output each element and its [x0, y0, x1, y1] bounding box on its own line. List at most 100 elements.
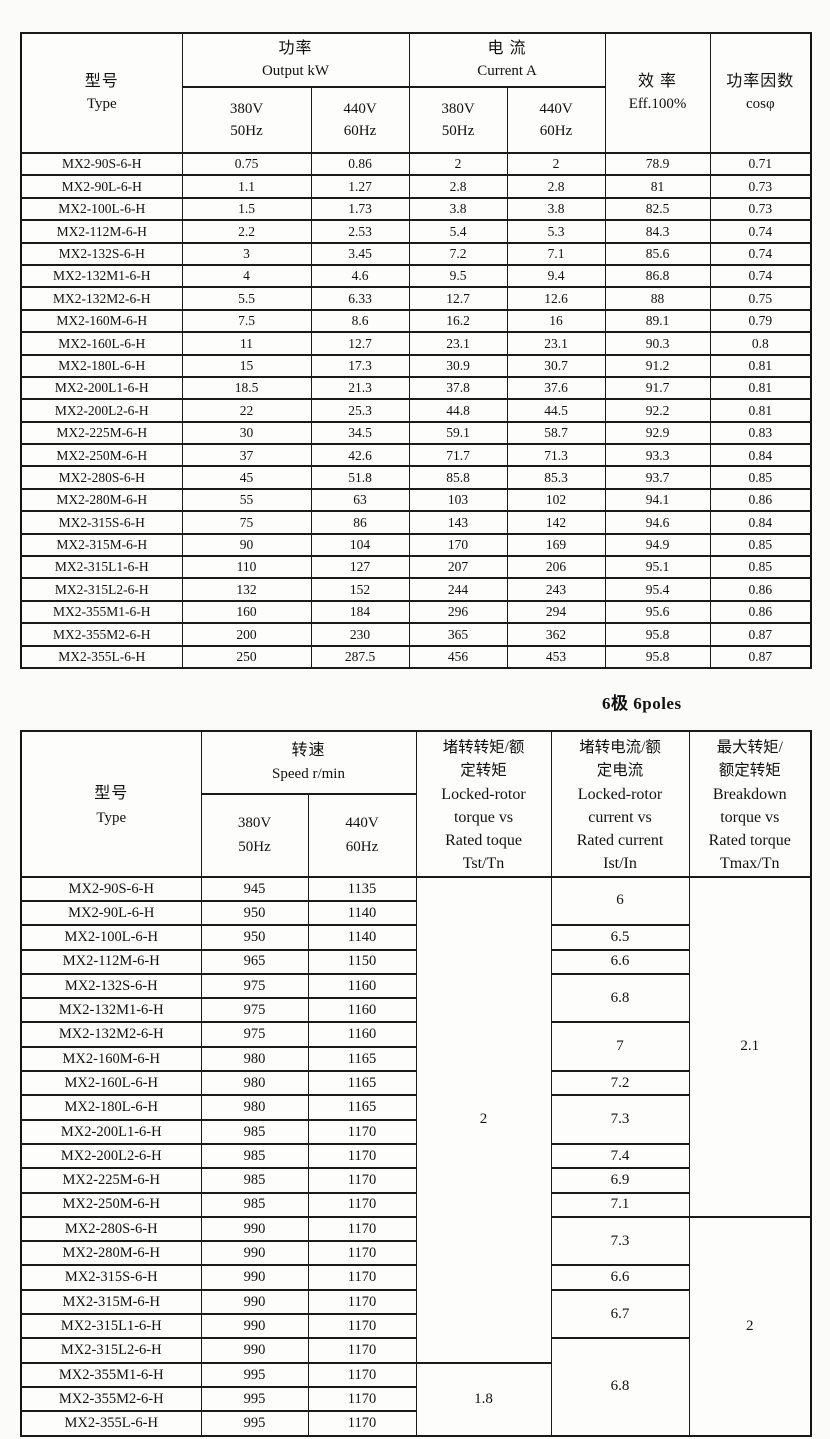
speed-label-en: Speed r/min [272, 766, 345, 783]
table-row: MX2-225M-6-H 30 34.5 59.1 58.7 92.9 0.83 [20, 420, 812, 446]
ist-in-cell: 7.3 [550, 1094, 690, 1145]
current-label-en: Current A [477, 63, 537, 79]
value-cell: 21.3 [310, 375, 410, 401]
value-cell: 0.73 [709, 196, 812, 222]
model-cell: MX2-100L-6-H [20, 924, 202, 951]
value-cell: 89.1 [604, 308, 711, 334]
ist-in-cell: 6.6 [550, 1264, 690, 1291]
header-line: 堵转转矩/额 [442, 738, 525, 756]
ist-in-cell: 6.7 [550, 1288, 690, 1340]
table-row: MX2-355L-6-H 995 1170 [20, 1410, 811, 1437]
type-label-en: Type [86, 96, 117, 112]
value-cell: 0.87 [709, 622, 812, 647]
value-cell: 980 [200, 1045, 309, 1073]
value-cell: 0.81 [709, 398, 812, 423]
value-cell: 23.1 [506, 331, 606, 356]
value-cell: 990 [200, 1264, 309, 1291]
value-cell: 8.6 [310, 308, 410, 334]
frequency-label: 50Hz [238, 839, 271, 856]
column-header-power-factor: 功率因数 cosφ [709, 32, 812, 154]
value-cell: 1170 [307, 1191, 417, 1218]
table-row: MX2-160L-6-H 11 12.7 23.1 23.1 90.3 0.8 [20, 331, 812, 356]
output-label-en: Output kW [261, 63, 330, 79]
power-current-table: 型号 Type 功率 Output kW 电 流 Current A 效 率 E… [20, 32, 813, 670]
table-row: MX2-315M-6-H 990 1170 6.7 [20, 1288, 811, 1340]
header-line: Locked-rotor [577, 785, 663, 803]
model-cell: MX2-315M-6-H [20, 532, 183, 558]
value-cell: 950 [200, 899, 309, 927]
value-cell: 34.5 [310, 420, 410, 446]
value-cell: 37.6 [506, 375, 606, 401]
value-cell: 92.9 [604, 420, 711, 446]
ist-in-cell: 7.4 [550, 1142, 690, 1170]
value-cell: 0.81 [709, 375, 812, 401]
value-cell: 16.2 [408, 308, 508, 334]
table-row: MX2-90L-6-H 1.1 1.27 2.8 2.8 81 0.73 [20, 174, 812, 199]
value-cell: 2 [408, 151, 508, 177]
value-cell: 90.3 [604, 331, 711, 356]
model-cell: MX2-355M2-6-H [20, 622, 183, 647]
table-row: MX2-355M1-6-H 160 184 296 294 95.6 0.86 [20, 599, 812, 625]
value-cell: 0.85 [709, 532, 812, 558]
header-line: 定转矩 [460, 762, 507, 780]
value-cell: 30.7 [506, 353, 606, 378]
value-cell: 81 [604, 174, 711, 199]
table-row: MX2-280M-6-H 990 1170 [20, 1240, 811, 1267]
value-cell: 91.7 [604, 375, 711, 401]
value-cell: 0.85 [709, 555, 812, 580]
value-cell: 85.3 [506, 465, 606, 490]
column-header-current-a: 电 流 Current A [408, 32, 606, 88]
value-cell: 0.86 [709, 599, 812, 625]
value-cell: 453 [506, 644, 606, 670]
value-cell: 0.74 [709, 241, 812, 266]
table-row: MX2-132M2-6-H 975 1160 7 [20, 1021, 811, 1073]
value-cell: 2.53 [310, 219, 410, 244]
value-cell: 3.45 [310, 241, 410, 266]
header-line: 额定转矩 [718, 762, 781, 780]
value-cell: 44.8 [408, 398, 508, 423]
type-label-cn: 型号 [84, 73, 119, 91]
model-cell: MX2-280S-6-H [20, 1215, 202, 1243]
header-line: torque vs [453, 809, 514, 827]
model-cell: MX2-90L-6-H [20, 174, 183, 199]
ist-in-cell: 6.5 [550, 924, 690, 951]
value-cell: 1170 [307, 1240, 417, 1267]
value-cell: 12.7 [310, 331, 410, 356]
model-cell: MX2-100L-6-H [20, 196, 183, 222]
value-cell: 88 [604, 286, 711, 311]
header-line: Rated torque [708, 832, 791, 850]
value-cell: 45 [181, 465, 312, 490]
value-cell: 2.8 [408, 174, 508, 199]
value-cell: 1135 [307, 875, 417, 902]
tmax-tn-cell: 2.1 [688, 875, 812, 1218]
table-row: MX2-315L1-6-H 990 1170 [20, 1313, 811, 1340]
value-cell: 3.8 [506, 196, 606, 222]
value-cell: 92.2 [604, 398, 711, 423]
table-row: MX2-280S-6-H 45 51.8 85.8 85.3 93.7 0.85 [20, 465, 812, 490]
value-cell: 85.8 [408, 465, 508, 490]
value-cell: 1160 [307, 972, 417, 1000]
table-row: MX2-315L1-6-H 110 127 207 206 95.1 0.85 [20, 555, 812, 580]
value-cell: 0.86 [709, 577, 812, 602]
model-cell: MX2-315L1-6-H [20, 1313, 202, 1340]
ist-in-cell: 6.8 [550, 1337, 690, 1437]
model-cell: MX2-132M2-6-H [20, 286, 183, 311]
model-cell: MX2-180L-6-H [20, 1094, 202, 1121]
value-cell: 1165 [307, 1070, 417, 1097]
value-cell: 990 [200, 1337, 309, 1364]
value-cell: 44.5 [506, 398, 606, 423]
table-row: MX2-280S-6-H 990 1170 7.3 2 [20, 1215, 812, 1437]
value-cell: 3.8 [408, 196, 508, 222]
model-cell: MX2-90S-6-H [20, 875, 202, 902]
value-cell: 95.4 [604, 577, 711, 602]
column-header-locked-rotor-torque: 堵转转矩/额 定转矩 Locked-rotor torque vs Rated … [415, 729, 552, 878]
value-cell: 1170 [307, 1313, 417, 1340]
value-cell: 2 [506, 151, 606, 177]
value-cell: 95.8 [604, 644, 711, 670]
value-cell: 9.4 [506, 263, 606, 289]
ist-in-cell: 7.1 [550, 1191, 690, 1218]
value-cell: 95.6 [604, 599, 711, 625]
value-cell: 71.7 [408, 443, 508, 468]
value-cell: 975 [200, 997, 309, 1024]
power-current-table-body: MX2-90S-6-H 0.75 0.86 2 2 78.9 0.71 MX2-90L-6-H… [20, 151, 812, 670]
